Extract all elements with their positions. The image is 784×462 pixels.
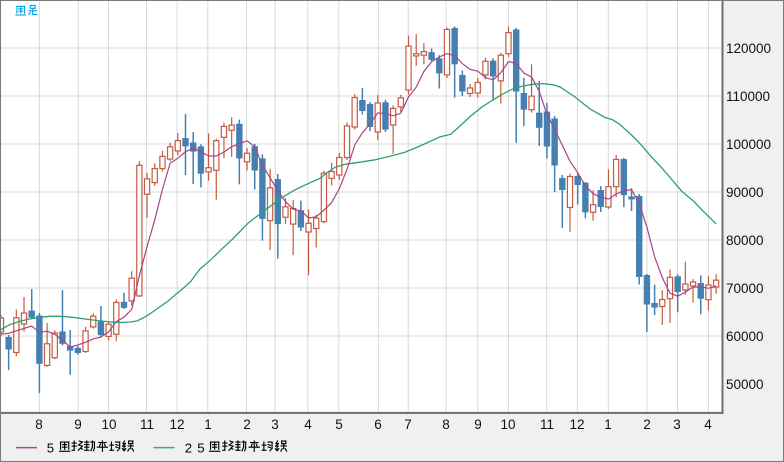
svg-text:5: 5 bbox=[47, 440, 54, 455]
svg-text:5: 5 bbox=[197, 440, 204, 455]
svg-text:2: 2 bbox=[185, 440, 192, 455]
